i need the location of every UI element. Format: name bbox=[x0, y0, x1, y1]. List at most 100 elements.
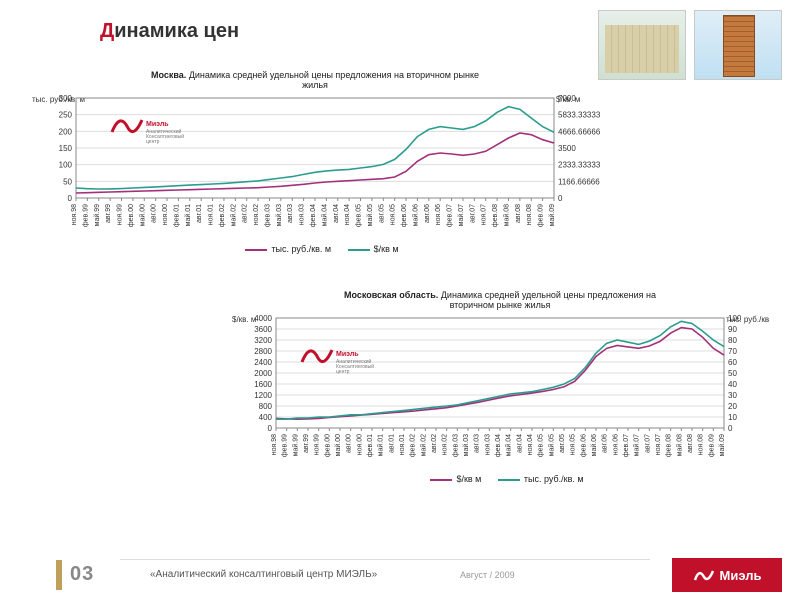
svg-text:ноя.05: ноя.05 bbox=[390, 204, 397, 225]
svg-text:60: 60 bbox=[728, 358, 737, 367]
svg-text:фев.06: фев.06 bbox=[401, 204, 408, 227]
svg-text:2400: 2400 bbox=[254, 358, 272, 367]
svg-text:ноя.98: ноя.98 bbox=[71, 204, 78, 225]
brand-label: Миэль bbox=[720, 568, 762, 583]
header-images bbox=[598, 10, 782, 80]
svg-text:250: 250 bbox=[59, 111, 73, 120]
svg-text:100: 100 bbox=[59, 161, 73, 170]
svg-text:центр: центр bbox=[336, 369, 350, 374]
svg-text:авг.00: авг.00 bbox=[151, 204, 158, 223]
svg-text:фев.07: фев.07 bbox=[623, 434, 630, 457]
svg-text:ноя.08: ноя.08 bbox=[698, 434, 705, 455]
svg-text:фев.05: фев.05 bbox=[538, 434, 545, 457]
chart-region-svg: $/кв. мтыс. руб./кв. м004001080020120030… bbox=[230, 312, 770, 472]
legend-label-rub2: тыс. руб./кв. м bbox=[524, 474, 584, 484]
svg-text:фев.02: фев.02 bbox=[410, 434, 417, 457]
svg-text:май.02: май.02 bbox=[419, 434, 427, 456]
svg-text:3200: 3200 bbox=[254, 336, 272, 345]
svg-text:май.04: май.04 bbox=[505, 434, 513, 456]
svg-text:май.06: май.06 bbox=[590, 434, 598, 456]
footer-date: Август / 2009 bbox=[460, 570, 515, 580]
legend-label-usd: $/кв м bbox=[374, 244, 399, 254]
svg-text:фев.05: фев.05 bbox=[356, 204, 363, 227]
svg-text:май.05: май.05 bbox=[547, 434, 555, 456]
svg-text:авг.03: авг.03 bbox=[287, 204, 294, 223]
svg-text:центр: центр bbox=[146, 139, 160, 144]
svg-text:ноя.99: ноя.99 bbox=[314, 434, 321, 455]
svg-text:ноя.07: ноя.07 bbox=[655, 434, 662, 455]
svg-text:фев.03: фев.03 bbox=[452, 434, 459, 457]
svg-text:40: 40 bbox=[728, 380, 737, 389]
svg-text:фев.00: фев.00 bbox=[324, 434, 331, 457]
svg-text:фев.08: фев.08 bbox=[492, 204, 499, 227]
footer-accent-bar bbox=[56, 560, 62, 590]
svg-text:4666.666666666667: 4666.666666666667 bbox=[558, 127, 600, 136]
building-image-tower bbox=[694, 10, 782, 80]
svg-text:50: 50 bbox=[63, 177, 72, 186]
footer: 03 «Аналитический консалтинговый центр М… bbox=[0, 552, 800, 600]
svg-text:май.08: май.08 bbox=[675, 434, 683, 456]
svg-text:800: 800 bbox=[259, 402, 273, 411]
svg-text:май.01: май.01 bbox=[184, 204, 192, 226]
svg-text:фев.01: фев.01 bbox=[367, 434, 374, 457]
chart-moscow-region: Московская область. Динамика средней уде… bbox=[230, 290, 770, 484]
svg-text:май.03: май.03 bbox=[275, 204, 283, 226]
svg-text:ноя.01: ноя.01 bbox=[208, 204, 215, 225]
svg-text:2333.3333333333335: 2333.3333333333335 bbox=[558, 161, 600, 170]
svg-text:май.07: май.07 bbox=[457, 204, 465, 226]
svg-text:Миэль: Миэль bbox=[146, 121, 169, 128]
legend-swatch-usd bbox=[348, 249, 370, 251]
svg-text:фев.07: фев.07 bbox=[447, 204, 454, 227]
svg-text:2000: 2000 bbox=[254, 369, 272, 378]
svg-text:май.02: май.02 bbox=[229, 204, 237, 226]
title-accent: Д bbox=[100, 20, 114, 42]
page-title: Динамика цен bbox=[100, 20, 239, 43]
svg-text:авг.07: авг.07 bbox=[469, 204, 476, 223]
watermark-logo-2: МиэльАналитическийКонсалтинговыйцентр bbox=[300, 340, 380, 374]
svg-text:1200: 1200 bbox=[254, 391, 272, 400]
svg-text:7000: 7000 bbox=[558, 94, 576, 103]
svg-text:10: 10 bbox=[728, 413, 737, 422]
svg-text:авг.99: авг.99 bbox=[303, 434, 310, 453]
svg-text:ноя.07: ноя.07 bbox=[481, 204, 488, 225]
page-number: 03 bbox=[70, 563, 94, 586]
footer-rule bbox=[120, 559, 650, 560]
slide: Динамика цен Москва. Динамика средней уд… bbox=[0, 0, 800, 600]
svg-text:фев.04: фев.04 bbox=[310, 204, 317, 227]
svg-text:ноя.00: ноя.00 bbox=[162, 204, 169, 225]
svg-text:100: 100 bbox=[728, 314, 742, 323]
svg-text:80: 80 bbox=[728, 336, 737, 345]
legend-swatch-rub bbox=[245, 249, 267, 251]
watermark-logo-1: МиэльАналитическийКонсалтинговыйцентр bbox=[110, 110, 190, 144]
svg-text:400: 400 bbox=[259, 413, 273, 422]
svg-text:май.99: май.99 bbox=[291, 434, 299, 456]
chart-moscow-title: Москва. Динамика средней удельной цены п… bbox=[30, 70, 600, 90]
svg-text:авг.02: авг.02 bbox=[431, 434, 438, 453]
svg-text:ноя.04: ноя.04 bbox=[344, 204, 351, 225]
chart-region-legend: $/кв м тыс. руб./кв. м bbox=[230, 474, 770, 484]
svg-text:авг.08: авг.08 bbox=[687, 434, 694, 453]
svg-text:фев.09: фев.09 bbox=[708, 434, 715, 457]
legend-label-usd2: $/кв м bbox=[456, 474, 481, 484]
svg-text:ноя.99: ноя.99 bbox=[117, 204, 124, 225]
building-image-classic bbox=[598, 10, 686, 80]
svg-text:фев.02: фев.02 bbox=[219, 204, 226, 227]
svg-text:май.99: май.99 bbox=[93, 204, 101, 226]
svg-text:0: 0 bbox=[68, 194, 73, 203]
svg-text:май.06: май.06 bbox=[411, 204, 419, 226]
svg-text:фев.01: фев.01 bbox=[173, 204, 180, 227]
svg-text:май.09: май.09 bbox=[718, 434, 726, 456]
svg-text:ноя.03: ноя.03 bbox=[299, 204, 306, 225]
svg-text:200: 200 bbox=[59, 127, 73, 136]
svg-text:фев.09: фев.09 bbox=[538, 204, 545, 227]
legend-label-rub: тыс. руб./кв. м bbox=[271, 244, 331, 254]
svg-text:фев.00: фев.00 bbox=[128, 204, 135, 227]
svg-text:авг.03: авг.03 bbox=[474, 434, 481, 453]
svg-text:5833.333333333334: 5833.333333333334 bbox=[558, 111, 600, 120]
svg-text:90: 90 bbox=[728, 325, 737, 334]
svg-text:май.09: май.09 bbox=[548, 204, 556, 226]
svg-text:авг.06: авг.06 bbox=[602, 434, 609, 453]
svg-text:0: 0 bbox=[558, 194, 563, 203]
svg-text:фев.08: фев.08 bbox=[666, 434, 673, 457]
svg-text:ноя.01: ноя.01 bbox=[399, 434, 406, 455]
